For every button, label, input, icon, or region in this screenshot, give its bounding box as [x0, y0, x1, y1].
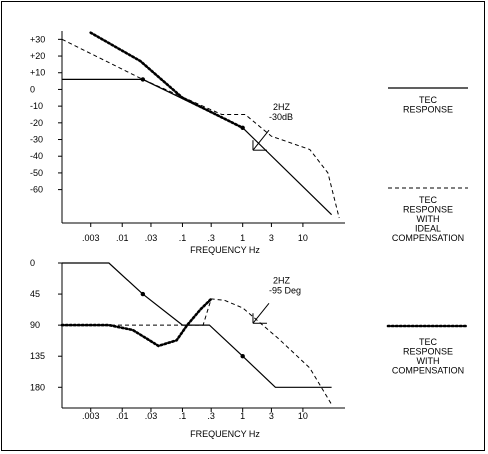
legend-label: TEC — [419, 95, 438, 105]
annotation-line-1: 2HZ — [273, 102, 291, 112]
x-tick-label: .003 — [82, 233, 100, 243]
legend-label: RESPONSE — [403, 205, 453, 215]
x-tick-label: 3 — [269, 233, 274, 243]
y-tick-label: -10 — [30, 101, 43, 111]
legend-label: WITH — [417, 356, 440, 366]
y-tick-label: 180 — [30, 382, 45, 392]
x-tick-label: 1 — [240, 233, 245, 243]
annotation-pointer — [252, 302, 270, 324]
legend-label: TEC — [419, 195, 438, 205]
y-tick-label: -60 — [30, 185, 43, 195]
legend-label: RESPONSE — [403, 347, 453, 357]
y-tick-label: 0 — [30, 258, 35, 268]
annotation-line-1: 2HZ — [273, 275, 291, 285]
annotation-line-2: -30dB — [269, 112, 293, 122]
annotation-line-2: -95 Deg — [269, 285, 301, 295]
y-tick-label: -50 — [30, 168, 43, 178]
y-tick-label: -30 — [30, 135, 43, 145]
y-tick-label: 45 — [30, 289, 40, 299]
x-axis-title: FREQUENCY Hz — [190, 245, 260, 255]
series-dashed — [62, 298, 333, 405]
x-tick-label: .3 — [207, 233, 215, 243]
y-tick-label: 135 — [30, 351, 45, 361]
x-tick-label: 10 — [298, 411, 308, 421]
x-tick-label: 1 — [240, 411, 245, 421]
legend-label: WITH — [417, 214, 440, 224]
y-tick-label: 0 — [30, 84, 35, 94]
x-tick-label: .003 — [82, 411, 100, 421]
y-tick-label: +30 — [30, 34, 45, 44]
data-marker — [140, 291, 146, 297]
x-tick-label: .01 — [116, 411, 129, 421]
y-tick-label: +10 — [30, 68, 45, 78]
y-tick-label: 90 — [30, 320, 40, 330]
x-tick-label: .3 — [207, 411, 215, 421]
series-solid — [62, 78, 333, 216]
legend-label: COMPENSATION — [392, 233, 464, 243]
legend-label: IDEAL — [415, 224, 441, 234]
legend-label: TEC — [419, 337, 438, 347]
series-dotted — [89, 31, 244, 130]
y-tick-label: -20 — [30, 118, 43, 128]
x-tick-label: .1 — [179, 411, 187, 421]
x-tick-label: .01 — [116, 233, 129, 243]
x-tick-label: .03 — [145, 233, 158, 243]
data-marker — [240, 354, 245, 359]
y-tick-label: -40 — [30, 151, 43, 161]
series-dotted — [60, 297, 213, 348]
legend-label: COMPENSATION — [392, 366, 464, 376]
series-dashed — [61, 38, 340, 219]
data-marker — [140, 77, 146, 82]
annotation-pointer — [252, 129, 270, 151]
y-tick-label: +20 — [30, 51, 45, 61]
x-tick-label: 3 — [269, 411, 274, 421]
x-tick-label: .03 — [145, 411, 158, 421]
x-tick-label: .1 — [179, 233, 187, 243]
legend-label: RESPONSE — [403, 105, 453, 115]
x-tick-label: 10 — [298, 233, 308, 243]
x-axis-title: FREQUENCY Hz — [190, 429, 260, 439]
